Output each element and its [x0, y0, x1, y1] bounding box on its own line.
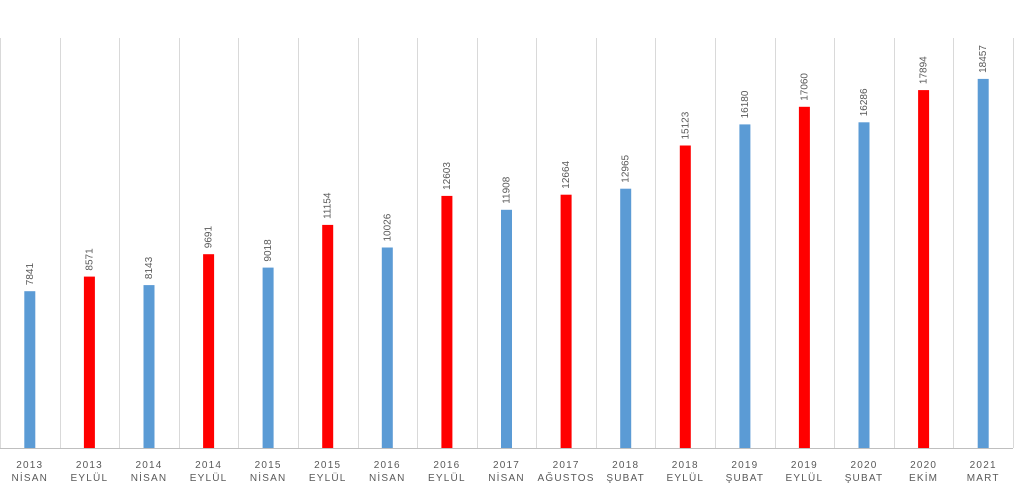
value-labels: 7841 8571 8143 9691 9018 11154 10026 12603 11908…: [25, 45, 989, 286]
category-year-label: 2015: [314, 460, 341, 471]
bar: [798, 106, 810, 449]
value-label: 16286: [859, 88, 870, 116]
value-label: 7841: [25, 263, 36, 286]
category-year-label: 2018: [612, 460, 639, 471]
category-year-label: 2018: [672, 460, 699, 471]
bars: [24, 78, 989, 449]
category-month-label: NİSAN: [131, 471, 168, 484]
category-month-label: NİSAN: [250, 471, 287, 484]
category-month-label: EKİM: [909, 471, 938, 484]
category-year-label: 2014: [135, 460, 162, 471]
value-label: 17060: [799, 73, 810, 101]
bar: [858, 122, 870, 449]
category-year-label: 2014: [195, 460, 222, 471]
value-label: 8571: [84, 248, 95, 271]
category-year-label: 2013: [16, 460, 43, 471]
value-label: 12664: [561, 160, 572, 188]
bar: [262, 267, 274, 448]
value-label: 12965: [621, 154, 632, 182]
category-year-label: 2016: [433, 460, 460, 471]
bar: [143, 285, 155, 448]
category-year-label: 2015: [255, 460, 282, 471]
category-year-label: 2021: [970, 460, 997, 471]
category-month-label: ŞUBAT: [726, 473, 765, 484]
value-label: 10026: [382, 213, 393, 241]
bar: [739, 124, 751, 449]
category-month-label: AĞUSTOS: [538, 471, 595, 484]
value-label: 8143: [144, 256, 155, 279]
value-label: 11908: [502, 176, 513, 204]
category-month-label: EYLÜL: [71, 472, 109, 484]
value-label: 9018: [263, 239, 274, 262]
category-month-label: NİSAN: [488, 471, 525, 484]
bar: [24, 291, 36, 448]
category-year-label: 2019: [731, 460, 758, 471]
category-year-label: 2013: [76, 460, 103, 471]
category-month-label: NİSAN: [12, 471, 49, 484]
value-label: 9691: [204, 226, 215, 249]
category-month-label: EYLÜL: [190, 472, 228, 484]
grid-lines: [0, 38, 1014, 448]
category-month-label: ŞUBAT: [845, 473, 884, 484]
category-year-label: 2017: [493, 460, 520, 471]
category-year-label: 2019: [791, 460, 818, 471]
bar: [620, 188, 632, 448]
category-month-label: NİSAN: [369, 471, 406, 484]
bar: [322, 224, 334, 448]
bar: [679, 145, 691, 448]
value-label: 15123: [680, 111, 691, 139]
category-year-label: 2020: [910, 460, 937, 471]
bar: [918, 90, 930, 448]
bar: [501, 209, 512, 448]
category-axis: 2013NİSAN2013EYLÜL2014NİSAN2014EYLÜL2015…: [0, 448, 1013, 484]
value-label: 17894: [919, 56, 930, 84]
category-month-label: EYLÜL: [428, 472, 466, 484]
bar: [83, 276, 95, 448]
category-month-label: MART: [967, 473, 1000, 484]
bar: [977, 78, 989, 449]
category-year-label: 2020: [850, 460, 877, 471]
bar: [560, 194, 572, 448]
value-label: 12603: [442, 162, 453, 190]
bar: [441, 195, 453, 448]
category-month-label: EYLÜL: [786, 472, 824, 484]
category-year-label: 2017: [553, 460, 580, 471]
category-month-label: EYLÜL: [666, 472, 704, 484]
category-month-label: EYLÜL: [309, 472, 347, 484]
category-month-label: ŞUBAT: [606, 473, 645, 484]
value-label: 11154: [323, 192, 334, 219]
bar: [203, 254, 215, 448]
bar: [381, 247, 393, 448]
value-label: 16180: [740, 90, 751, 118]
value-label: 18457: [978, 45, 989, 73]
category-year-label: 2016: [374, 460, 401, 471]
